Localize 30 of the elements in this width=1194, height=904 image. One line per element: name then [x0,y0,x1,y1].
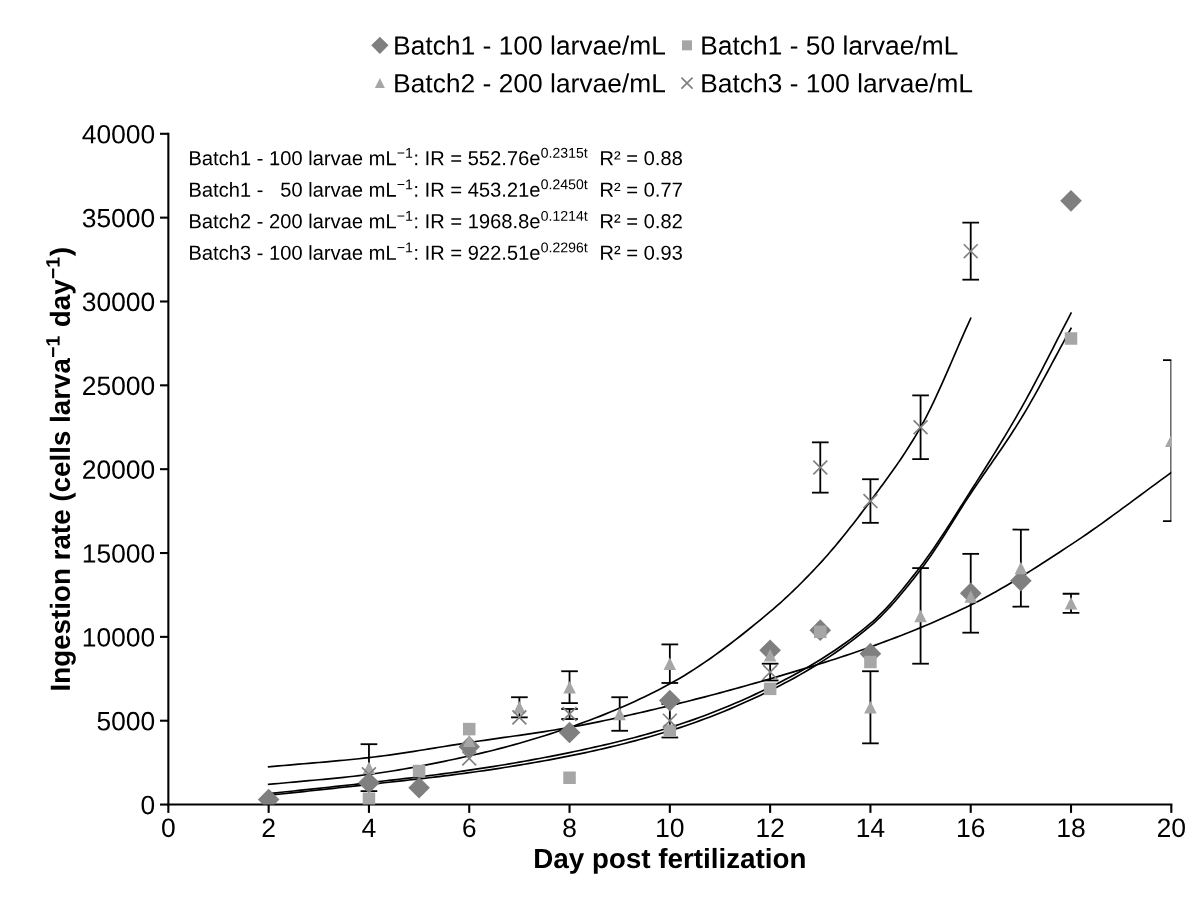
annotation: Batch2 - 200 larvae mL$^{−1}$: IR = 1968.8e$^{0.1214t}$ R² = 0.82 [190,210,682,229]
x-tick-label: 18 [1058,818,1085,838]
x-tick-label: 12 [757,818,784,837]
x-tick-label: 8 [563,818,576,838]
x-tick-label: 14 [857,818,885,837]
x-tick-label: 20 [1157,818,1185,838]
legend-label: Batch1 - 50 larvae/mL [702,35,958,55]
legend-label: Batch2 - 200 larvae/mL [395,73,666,93]
annotation: Batch1 - 100 larvae mL$^{−1}$: IR = 552.76e$^{0.2315t}$ R² = 0.88 [190,147,682,166]
y-tick-label: 15000 [83,544,155,563]
x-axis-title: Day post fertilization [535,847,805,874]
y-tick-label: 30000 [82,292,155,312]
y-tick-label: 5000 [97,711,155,731]
annotation: Batch1 - 50 larvae mL$^{−1}$: IR = 453.21e$^{0.2450t}$ R² = 0.77 [190,179,682,197]
y-tick-label: 20000 [83,460,155,479]
y-tick-label: 40000 [82,124,155,144]
x-tick-label: 2 [262,818,275,837]
y-tick-label: 10000 [83,628,155,647]
legend-label: Batch3 - 100 larvae/mL [702,73,973,93]
x-tick-label: 10 [657,818,684,838]
y-tick-label: 25000 [83,376,155,396]
x-tick-label: 4 [362,818,376,837]
x-tick-label: 16 [958,818,985,838]
annotation: Batch3 - 100 larvae mL$^{−1}$: IR = 922.51e$^{0.2296t}$ R² = 0.93 [190,242,682,260]
y-tick-label: 35000 [82,208,155,228]
x-tick-label: 6 [463,818,476,838]
x-tick-label: 0 [162,818,175,838]
y-axis-title: Ingestion rate (cells larva$^{−1}$ day$^{−1}$) [46,248,76,690]
legend-label: Batch1 - 100 larvae/mL [395,35,666,55]
y-tick-label: 0 [141,795,155,815]
